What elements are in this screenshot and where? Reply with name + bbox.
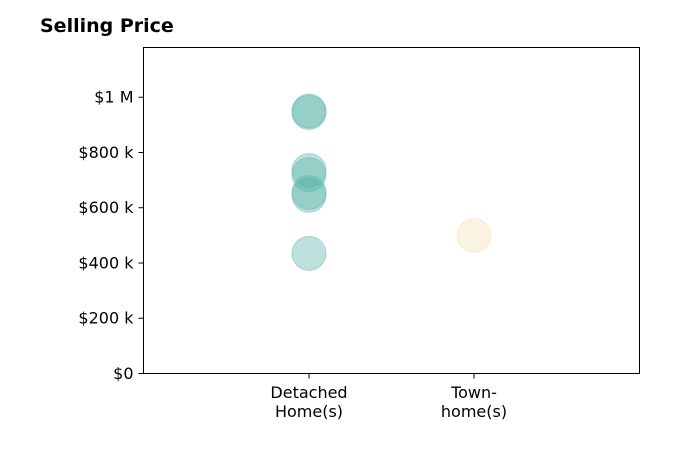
x-tick-label: Detached Home(s) bbox=[270, 383, 347, 421]
plot-frame bbox=[143, 47, 640, 374]
x-tick-label: Town-home(s) bbox=[441, 383, 507, 421]
y-axis: $0 $200 k $400 k $600 k $800 k $1 M bbox=[78, 88, 144, 383]
data-point bbox=[291, 93, 327, 129]
data-point bbox=[291, 152, 327, 188]
data-point bbox=[291, 175, 327, 211]
x-axis: Detached Home(s) Town-home(s) bbox=[270, 373, 507, 421]
y-tick-label: $400 k bbox=[78, 253, 134, 272]
points-layer bbox=[291, 93, 492, 271]
y-tick-label: $1 M bbox=[94, 88, 133, 107]
data-point bbox=[291, 157, 327, 193]
y-tick-label: $600 k bbox=[78, 198, 134, 217]
chart-title: Selling Price bbox=[40, 15, 174, 37]
y-tick-label: $800 k bbox=[78, 143, 134, 162]
y-tick-label: $200 k bbox=[78, 309, 134, 328]
y-tick-label: $0 bbox=[113, 364, 133, 383]
data-point bbox=[291, 235, 327, 271]
data-point bbox=[456, 217, 492, 253]
data-point bbox=[291, 177, 327, 213]
data-point bbox=[291, 94, 327, 130]
